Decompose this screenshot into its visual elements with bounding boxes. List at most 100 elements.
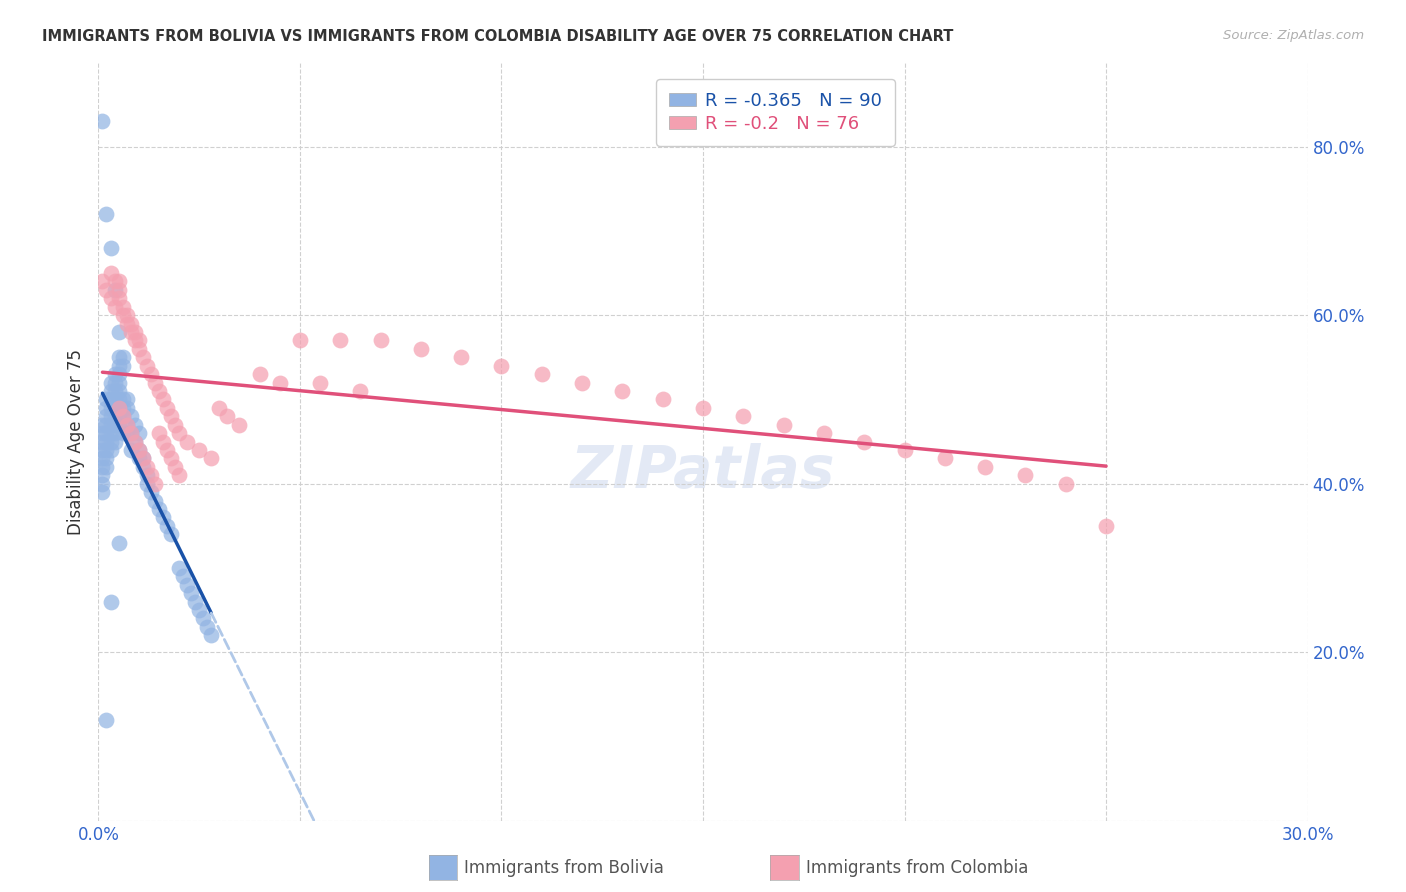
Point (96, 426, 118, 441)
Point (370, 334, 392, 348)
Point (111, 392, 134, 407)
Point (115, 426, 138, 441)
Point (91, 485, 114, 500)
Point (120, 426, 142, 441)
Point (96, 283, 118, 297)
Point (111, 300, 134, 314)
Point (128, 451, 150, 466)
Point (103, 376, 125, 390)
Point (195, 620, 218, 634)
Point (103, 409, 125, 424)
Point (100, 291, 122, 305)
Point (111, 351, 134, 365)
Point (188, 442, 211, 457)
Text: ZIPatlas: ZIPatlas (571, 443, 835, 500)
Point (163, 417, 186, 432)
Point (124, 434, 146, 449)
Point (160, 409, 183, 424)
Point (120, 426, 142, 441)
Point (156, 518, 179, 533)
Point (148, 426, 170, 441)
Point (91, 114, 114, 128)
Point (96, 401, 118, 415)
Point (111, 359, 134, 373)
Point (167, 561, 190, 575)
Point (309, 376, 332, 390)
Point (91, 476, 114, 491)
Point (148, 502, 170, 516)
Point (152, 434, 174, 449)
Point (96, 442, 118, 457)
Text: IMMIGRANTS FROM BOLIVIA VS IMMIGRANTS FROM COLOMBIA DISABILITY AGE OVER 75 CORRE: IMMIGRANTS FROM BOLIVIA VS IMMIGRANTS FR… (42, 29, 953, 44)
Point (107, 351, 129, 365)
Point (115, 401, 138, 415)
Point (103, 283, 125, 297)
Point (128, 334, 150, 348)
Point (124, 434, 146, 449)
Point (772, 417, 794, 432)
Point (1095, 518, 1118, 533)
Point (100, 241, 122, 255)
Point (120, 317, 142, 331)
Point (100, 384, 122, 398)
Legend: R = -0.365   N = 90, R = -0.2   N = 76: R = -0.365 N = 90, R = -0.2 N = 76 (657, 79, 894, 145)
Point (103, 384, 125, 398)
Point (450, 351, 472, 365)
Point (96, 409, 118, 424)
Point (111, 308, 134, 322)
Point (135, 459, 157, 474)
Point (103, 367, 125, 381)
Point (132, 459, 155, 474)
Point (115, 317, 138, 331)
Point (100, 442, 122, 457)
Point (96, 434, 118, 449)
Point (124, 334, 146, 348)
Point (128, 426, 150, 441)
Point (135, 476, 157, 491)
Point (120, 442, 142, 457)
Point (612, 384, 634, 398)
Point (96, 392, 118, 407)
Point (103, 275, 125, 289)
Point (651, 392, 673, 407)
Point (107, 283, 129, 297)
Point (160, 451, 183, 466)
Point (128, 342, 150, 356)
Point (139, 367, 162, 381)
Point (128, 442, 150, 457)
Point (120, 409, 142, 424)
Point (107, 384, 129, 398)
Point (111, 409, 134, 424)
Point (813, 426, 835, 441)
Point (132, 351, 155, 365)
Point (148, 384, 170, 398)
Point (111, 409, 134, 424)
Point (249, 367, 271, 381)
Point (167, 426, 190, 441)
Point (100, 426, 122, 441)
Point (135, 359, 157, 373)
Point (103, 392, 125, 407)
Point (100, 417, 122, 432)
Point (103, 300, 125, 314)
Point (329, 334, 352, 348)
Point (91, 442, 114, 457)
Text: Source: ZipAtlas.com: Source: ZipAtlas.com (1223, 29, 1364, 42)
Point (530, 367, 553, 381)
Point (107, 325, 129, 339)
Point (152, 392, 174, 407)
Point (200, 628, 222, 642)
Point (96, 207, 118, 221)
Point (91, 417, 114, 432)
Point (100, 409, 122, 424)
Point (853, 434, 876, 449)
Point (143, 493, 166, 508)
Point (152, 510, 174, 524)
Point (115, 417, 138, 432)
Point (163, 459, 186, 474)
Point (208, 401, 231, 415)
Point (176, 578, 198, 592)
Point (156, 401, 179, 415)
Point (132, 451, 155, 466)
Point (193, 611, 215, 625)
